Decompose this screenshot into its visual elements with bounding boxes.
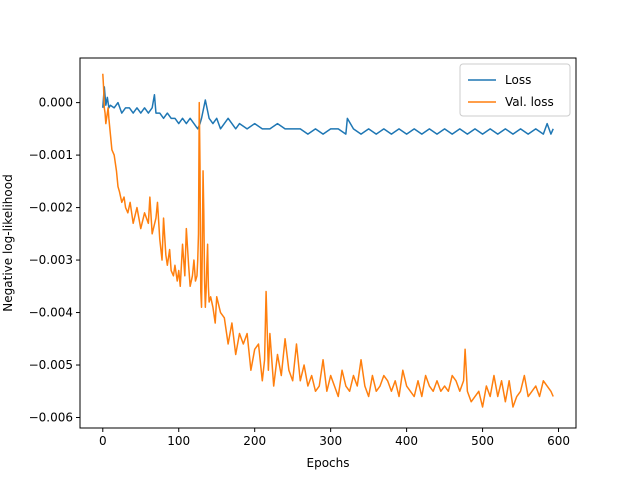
y-tick-label: −0.004	[29, 306, 73, 320]
legend-frame	[459, 63, 571, 117]
y-tick-label: 0.000	[39, 96, 73, 110]
series-layer	[102, 73, 554, 408]
x-tick-label: 0	[99, 434, 107, 448]
y-axis-label: Negative log-likelihood	[1, 174, 15, 311]
x-tick-label: 500	[471, 434, 494, 448]
x-tick-label: 300	[319, 434, 342, 448]
plot-area-frame	[79, 57, 577, 429]
x-axis-label: Epochs	[307, 456, 350, 470]
y-tick-label: −0.005	[29, 358, 73, 372]
legend-label: Loss	[505, 73, 531, 87]
x-tick-label: 100	[167, 434, 190, 448]
y-tick-label: −0.003	[29, 253, 73, 267]
series-line-loss	[102, 86, 554, 135]
series-line-val-loss	[102, 73, 554, 408]
legend: Loss Val. loss	[459, 63, 571, 117]
ticks-layer: 0 100 200 300 400 500 600 0.000 −0.001 −0.002 −0.0…	[29, 96, 570, 448]
legend-label: Val. loss	[505, 95, 554, 109]
y-tick-label: −0.002	[29, 201, 73, 215]
x-tick-label: 400	[395, 434, 418, 448]
y-tick-label: −0.001	[29, 148, 73, 162]
x-tick-label: 200	[243, 434, 266, 448]
x-tick-label: 600	[547, 434, 570, 448]
y-tick-label: −0.006	[29, 411, 73, 425]
